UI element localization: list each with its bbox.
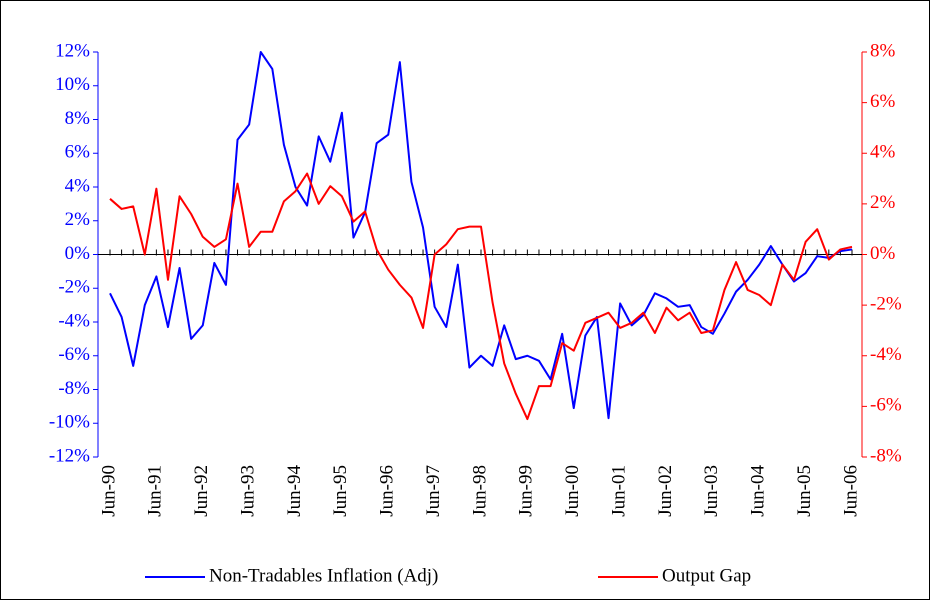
x-tick-label: Jun-92	[191, 465, 212, 517]
y-tick-label: 6%	[65, 142, 91, 163]
x-tick-label: Jun-98	[469, 465, 490, 517]
y-tick-label: -4%	[58, 310, 90, 331]
x-tick-label: Jun-94	[284, 465, 305, 517]
y-tick-label: -6%	[58, 344, 90, 365]
series-line	[109, 51, 853, 420]
y2-tick-label: 2%	[870, 192, 896, 213]
y-tick-label: -12%	[49, 445, 90, 466]
x-tick-label: Jun-96	[377, 465, 398, 517]
y-tick-label: -8%	[58, 378, 90, 399]
y-tick-label: 0%	[65, 243, 91, 264]
y2-tick-label: -6%	[870, 395, 902, 416]
y-tick-label: 12%	[55, 40, 90, 61]
legend-label: Non-Tradables Inflation (Adj)	[209, 565, 438, 586]
y2-tick-label: 4%	[870, 142, 896, 163]
x-tick-label: Jun-95	[330, 465, 351, 517]
y2-tick-label: 8%	[870, 40, 896, 61]
y2-tick-label: -4%	[870, 344, 902, 365]
x-tick-label: Jun-93	[237, 465, 258, 517]
legend-label: Output Gap	[662, 565, 751, 586]
y-tick-label: -10%	[49, 412, 90, 433]
x-tick-label: Jun-91	[145, 465, 166, 517]
y2-tick-label: 6%	[870, 91, 896, 112]
y2-tick-label: 0%	[870, 243, 896, 264]
y-tick-label: 10%	[55, 74, 90, 95]
x-tick-label: Jun-01	[608, 465, 629, 517]
x-tick-label: Jun-99	[516, 465, 537, 517]
x-tick-label: Jun-90	[98, 465, 119, 517]
x-tick-label: Jun-02	[655, 465, 676, 517]
x-tick-label: Jun-97	[423, 465, 444, 517]
y-tick-label: -2%	[58, 277, 90, 298]
y-tick-label: 4%	[65, 175, 91, 196]
series-line	[109, 172, 853, 421]
y2-tick-label: -8%	[870, 445, 902, 466]
x-tick-label: Jun-05	[794, 465, 815, 517]
y-tick-label: 2%	[65, 209, 91, 230]
x-tick-label: Jun-00	[562, 465, 583, 517]
y-tick-label: 8%	[65, 108, 91, 129]
x-tick-label: Jun-06	[840, 465, 861, 517]
x-tick-label: Jun-04	[748, 465, 769, 517]
x-tick-label: Jun-03	[701, 465, 722, 517]
y2-tick-label: -2%	[870, 293, 902, 314]
